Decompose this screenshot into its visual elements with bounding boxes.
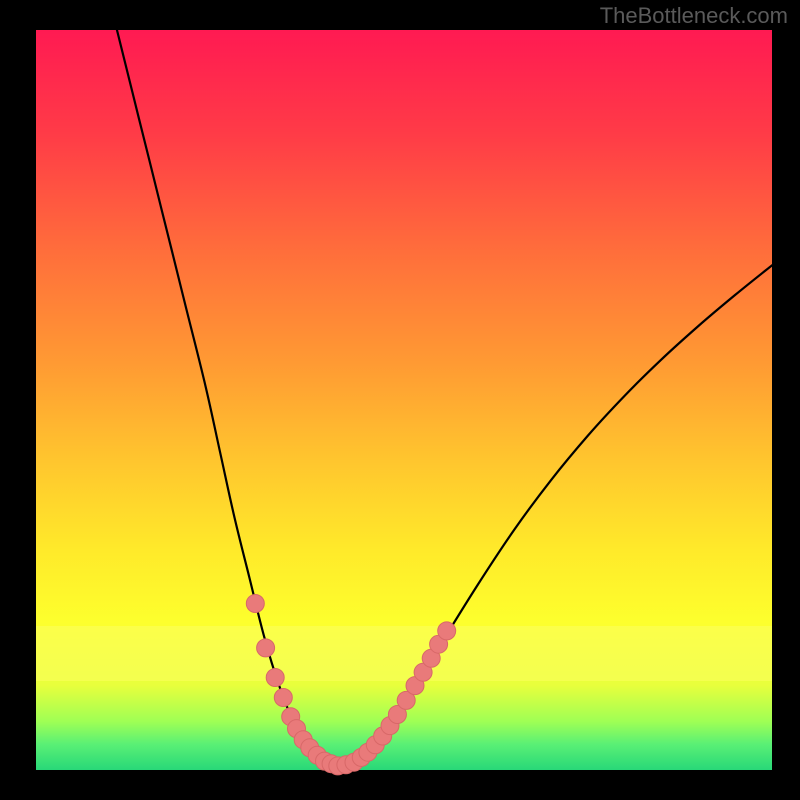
curve-group [117, 30, 772, 766]
data-marker [274, 689, 292, 707]
chart-stage: TheBottleneck.com [0, 0, 800, 800]
marker-group [246, 595, 455, 775]
curve-path [117, 30, 338, 766]
watermark-text: TheBottleneck.com [600, 3, 788, 29]
data-marker [246, 595, 264, 613]
chart-svg [0, 0, 800, 800]
data-marker [266, 669, 284, 687]
data-marker [257, 639, 275, 657]
data-marker [438, 622, 456, 640]
curve-path [338, 265, 772, 766]
